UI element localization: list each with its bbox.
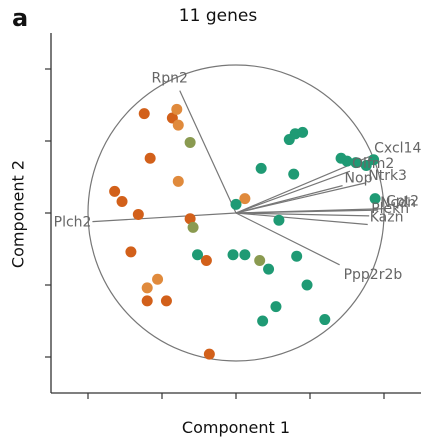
data-point bbox=[239, 249, 251, 261]
loading-vectors bbox=[92, 90, 385, 266]
data-point bbox=[270, 301, 282, 313]
panel-label: a bbox=[12, 4, 29, 32]
chart-title: 11 genes bbox=[178, 6, 258, 26]
gene-label-olfm2: Olfm2 bbox=[352, 156, 394, 172]
loading-line-ppp2r2b bbox=[235, 212, 340, 266]
y-axis-label: Component 2 bbox=[8, 159, 28, 269]
data-point bbox=[172, 175, 184, 187]
unit-circle bbox=[87, 64, 385, 362]
data-point bbox=[350, 157, 362, 169]
data-point bbox=[360, 159, 372, 171]
gene-label-ncdn: Ncdn bbox=[380, 195, 416, 211]
data-point bbox=[171, 103, 183, 115]
data-point bbox=[184, 136, 196, 148]
data-point bbox=[368, 154, 380, 166]
data-point bbox=[184, 213, 196, 225]
gene-label-rpn2: Rpn2 bbox=[152, 71, 188, 87]
data-point bbox=[263, 263, 275, 275]
data-point bbox=[341, 155, 353, 167]
data-point bbox=[109, 185, 121, 197]
gene-label-cpt2: Cpt2 bbox=[386, 194, 419, 210]
data-point bbox=[273, 214, 285, 226]
gene-label-nop: Nop bbox=[345, 171, 373, 187]
data-point bbox=[230, 198, 242, 210]
data-point bbox=[227, 249, 239, 261]
gene-label-kazn: Kazn bbox=[370, 210, 404, 226]
data-point bbox=[132, 208, 144, 220]
loading-line-kazn bbox=[235, 212, 368, 226]
gene-label-ntrk3: Ntrk3 bbox=[368, 168, 407, 184]
x-axis-label: Component 1 bbox=[181, 418, 291, 437]
data-point bbox=[301, 279, 313, 291]
gene-label-plekh: Plekh bbox=[371, 201, 409, 217]
data-point bbox=[144, 152, 156, 164]
loading-line-rpn2 bbox=[179, 90, 237, 214]
data-point bbox=[369, 193, 381, 205]
data-point bbox=[152, 273, 164, 285]
loading-line-ntrk3 bbox=[235, 182, 367, 214]
data-point bbox=[125, 246, 137, 258]
axis-ticks bbox=[45, 68, 385, 399]
loading-line-olfm2 bbox=[235, 170, 351, 214]
data-point bbox=[283, 134, 295, 146]
loading-line-cpt2 bbox=[235, 208, 385, 214]
data-point bbox=[297, 126, 309, 138]
data-point bbox=[138, 108, 150, 120]
data-point bbox=[187, 221, 199, 233]
data-point bbox=[192, 249, 204, 261]
gene-label-ppp2r2b: Ppp2r2b bbox=[344, 267, 403, 283]
data-point bbox=[319, 314, 331, 326]
data-point bbox=[141, 282, 153, 294]
loading-line-plch2 bbox=[92, 212, 237, 223]
data-point bbox=[257, 315, 269, 327]
loading-line-plekh bbox=[235, 212, 370, 217]
data-points bbox=[109, 103, 381, 360]
data-point bbox=[172, 119, 184, 131]
data-point bbox=[116, 195, 128, 207]
gene-label-cxcl14: Cxcl14 bbox=[374, 140, 421, 156]
data-point bbox=[288, 168, 300, 180]
data-point bbox=[254, 255, 266, 267]
data-point bbox=[291, 250, 303, 262]
data-point bbox=[160, 295, 172, 307]
data-point bbox=[255, 162, 267, 174]
data-point bbox=[141, 295, 153, 307]
data-point bbox=[203, 348, 215, 360]
gene-label-plch2: Plch2 bbox=[54, 215, 92, 231]
data-point bbox=[239, 193, 251, 205]
data-point bbox=[200, 255, 212, 267]
